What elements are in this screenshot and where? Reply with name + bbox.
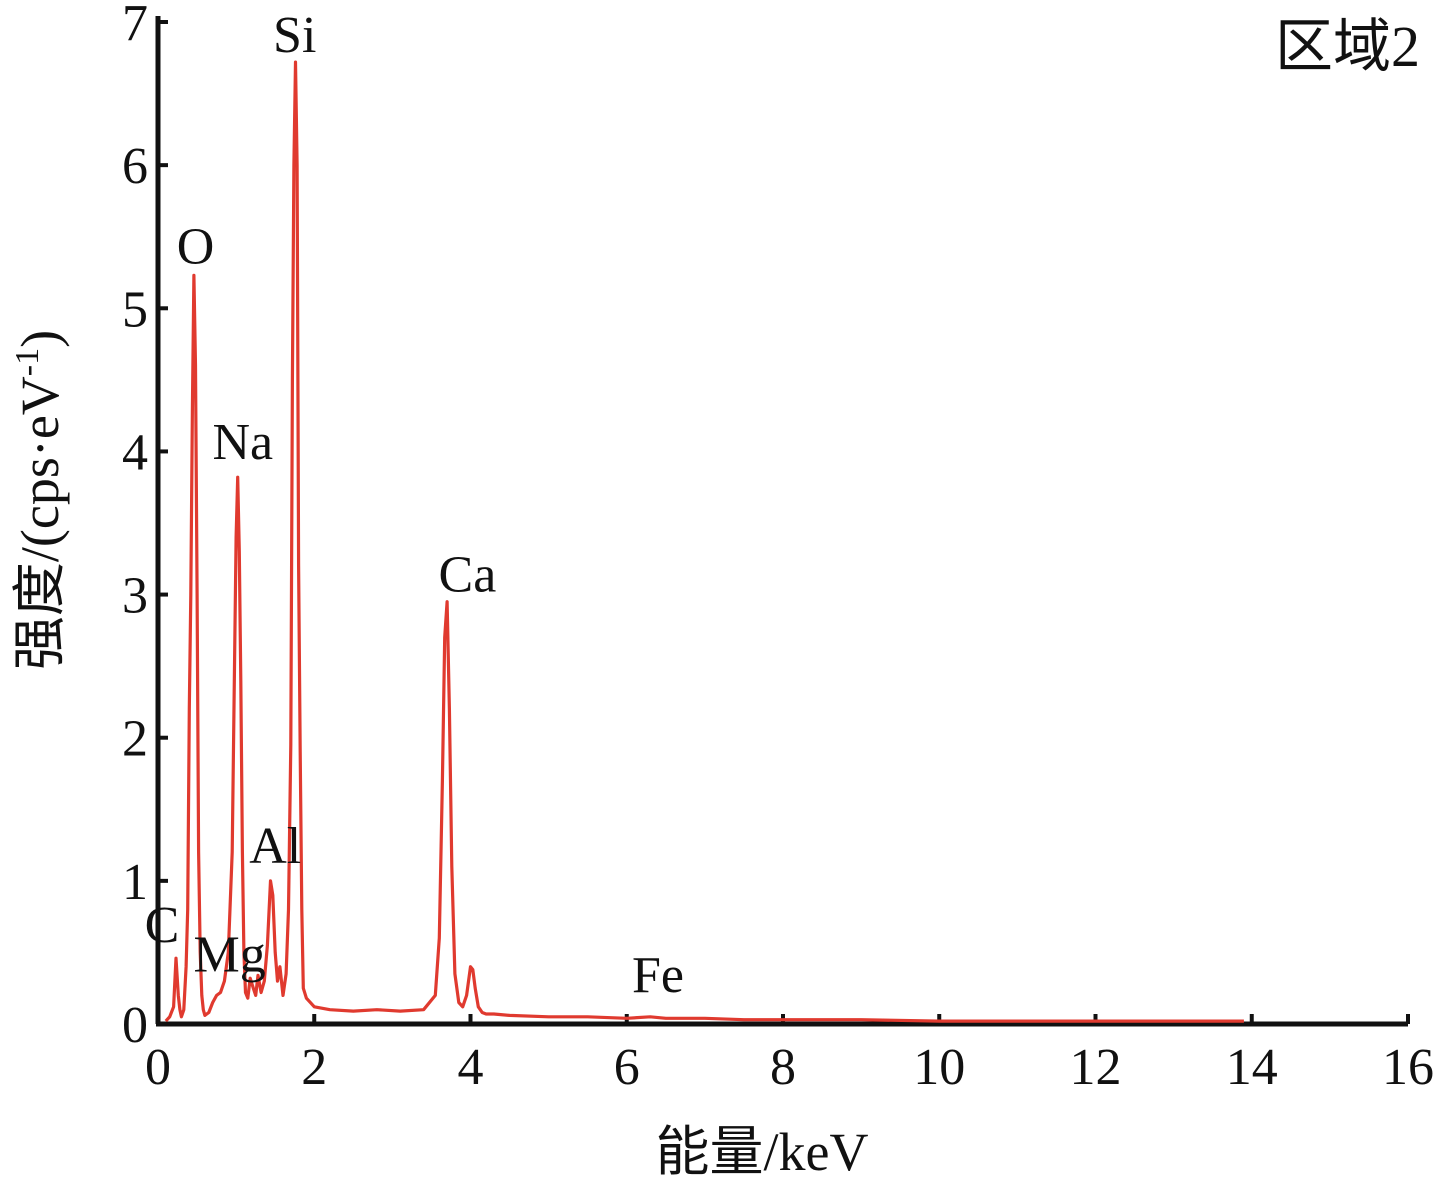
peak-label-si: Si	[273, 7, 316, 64]
axes	[155, 16, 1408, 1027]
y-axis-title-close: )	[10, 330, 70, 348]
y-axis-title-superscript: -1	[9, 348, 46, 376]
peak-label-al: Al	[249, 818, 301, 875]
y-tick-label: 3	[122, 568, 148, 625]
y-tick-label: 2	[122, 711, 148, 768]
region-label: 区域2	[1275, 14, 1420, 79]
x-tick-label: 6	[614, 1039, 640, 1096]
x-tick-label: 12	[1070, 1039, 1122, 1096]
peak-labels: Si O Na Ca Al CMg Fe	[145, 7, 684, 1004]
peak-label-ca: Ca	[439, 547, 497, 604]
y-tick-label: 6	[122, 138, 148, 195]
y-tick-label: 7	[122, 0, 148, 52]
y-tick-label: 4	[122, 424, 148, 481]
x-tick-label: 4	[458, 1039, 484, 1096]
peak-label-o: O	[177, 218, 215, 275]
x-tick-label: 16	[1382, 1039, 1434, 1096]
y-axis-title-main: 强度/(cps·eV	[10, 376, 70, 670]
x-tick-label: 14	[1226, 1039, 1278, 1096]
peak-label-c: C	[145, 897, 180, 954]
y-tick-label: 0	[122, 997, 148, 1054]
x-tick-label: 8	[770, 1039, 796, 1096]
x-axis-title: 能量/keV	[656, 1122, 869, 1181]
spectrum-line	[164, 60, 1244, 1023]
x-tick-label: 0	[145, 1039, 171, 1096]
x-tick-label: 2	[301, 1039, 327, 1096]
peak-label-fe: Fe	[632, 947, 684, 1004]
y-tick-label: 5	[122, 281, 148, 338]
peak-label-mg: Mg	[194, 926, 266, 983]
y-tick-label: 1	[122, 854, 148, 911]
x-tick-label: 10	[913, 1039, 965, 1096]
y-axis-title: 强度/(cps·eV-1)	[9, 330, 70, 670]
peak-label-na: Na	[212, 414, 273, 471]
